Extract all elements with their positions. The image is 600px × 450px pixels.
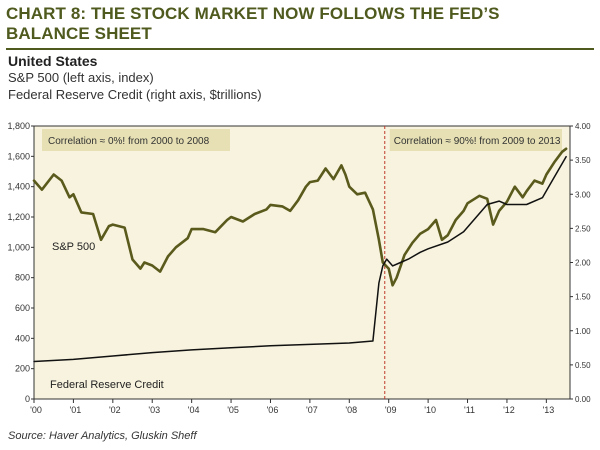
left-axis-description: S&P 500 (left axis, index)	[8, 70, 154, 85]
right-axis-tick-label: 0.50	[575, 361, 591, 370]
left-axis-tick-label: 1,000	[7, 242, 30, 252]
right-axis-tick-label: 3.50	[575, 156, 591, 165]
x-axis-tick-label: '09	[385, 405, 397, 415]
left-axis-tick-label: 400	[15, 333, 30, 343]
right-axis-tick-label: 2.00	[575, 259, 591, 268]
sp500-series-label: S&P 500	[52, 241, 95, 253]
x-axis-tick-label: '05	[227, 405, 239, 415]
right-axis-description: Federal Reserve Credit (right axis, $tri…	[8, 87, 262, 102]
x-axis-tick-label: '02	[109, 405, 121, 415]
x-axis-tick-label: '06	[267, 405, 279, 415]
x-axis-tick-label: '01	[70, 405, 82, 415]
sp500-line	[32, 147, 568, 287]
x-axis-tick-label: '11	[464, 405, 475, 415]
fed-credit-line	[33, 155, 567, 363]
x-axis-tick-label: '13	[542, 405, 554, 415]
x-axis-tick-label: '00	[30, 405, 42, 415]
left-axis-tick-label: 200	[15, 364, 30, 374]
right-axis-tick-label: 1.00	[575, 327, 591, 336]
line-chart: 0 200 400 600 800 1,000 1,200 1,400 1,600 1,800 0.…	[7, 121, 591, 415]
left-axis-tick-label: 1,200	[7, 212, 30, 222]
left-axis-tick-label: 1,400	[7, 182, 30, 192]
annotation-right: Correlation ≈ 90%! from 2009 to 2013	[394, 136, 561, 147]
plot-area	[34, 126, 570, 399]
right-axis-tick-label: 3.00	[575, 190, 591, 199]
source-note: Source: Haver Analytics, Gluskin Sheff	[8, 430, 197, 442]
x-axis-tick-label: '08	[345, 405, 357, 415]
x-axis-tick-label: '10	[424, 405, 436, 415]
left-axis-tick-label: 1,800	[7, 121, 30, 131]
right-axis-tick-label: 2.50	[575, 224, 591, 233]
annotation-box-right	[389, 129, 562, 151]
left-axis-tick-label: 0	[25, 394, 30, 404]
chart-title: CHART 8: THE STOCK MARKET NOW FOLLOWS TH…	[6, 4, 500, 43]
left-axis-tick-label: 800	[15, 273, 30, 283]
right-axis-tick-label: 1.50	[575, 293, 591, 302]
annotation-box-left	[42, 129, 230, 151]
title-divider	[6, 48, 594, 50]
x-axis-tick-label: '07	[306, 405, 318, 415]
x-axis-tick-label: '03	[148, 405, 160, 415]
right-axis-tick-label: 4.00	[575, 122, 591, 131]
x-axis-tick-label: '04	[188, 405, 200, 415]
x-axis-tick-label: '12	[503, 405, 515, 415]
left-axis-tick-label: 1,600	[7, 151, 30, 161]
fed-credit-series-label: Federal Reserve Credit	[50, 379, 164, 391]
annotation-left: Correlation ≈ 0%! from 2000 to 2008	[48, 136, 210, 147]
right-axis-tick-label: 0.00	[575, 395, 591, 404]
region-label: United States	[8, 53, 98, 69]
left-axis-tick-label: 600	[15, 303, 30, 313]
